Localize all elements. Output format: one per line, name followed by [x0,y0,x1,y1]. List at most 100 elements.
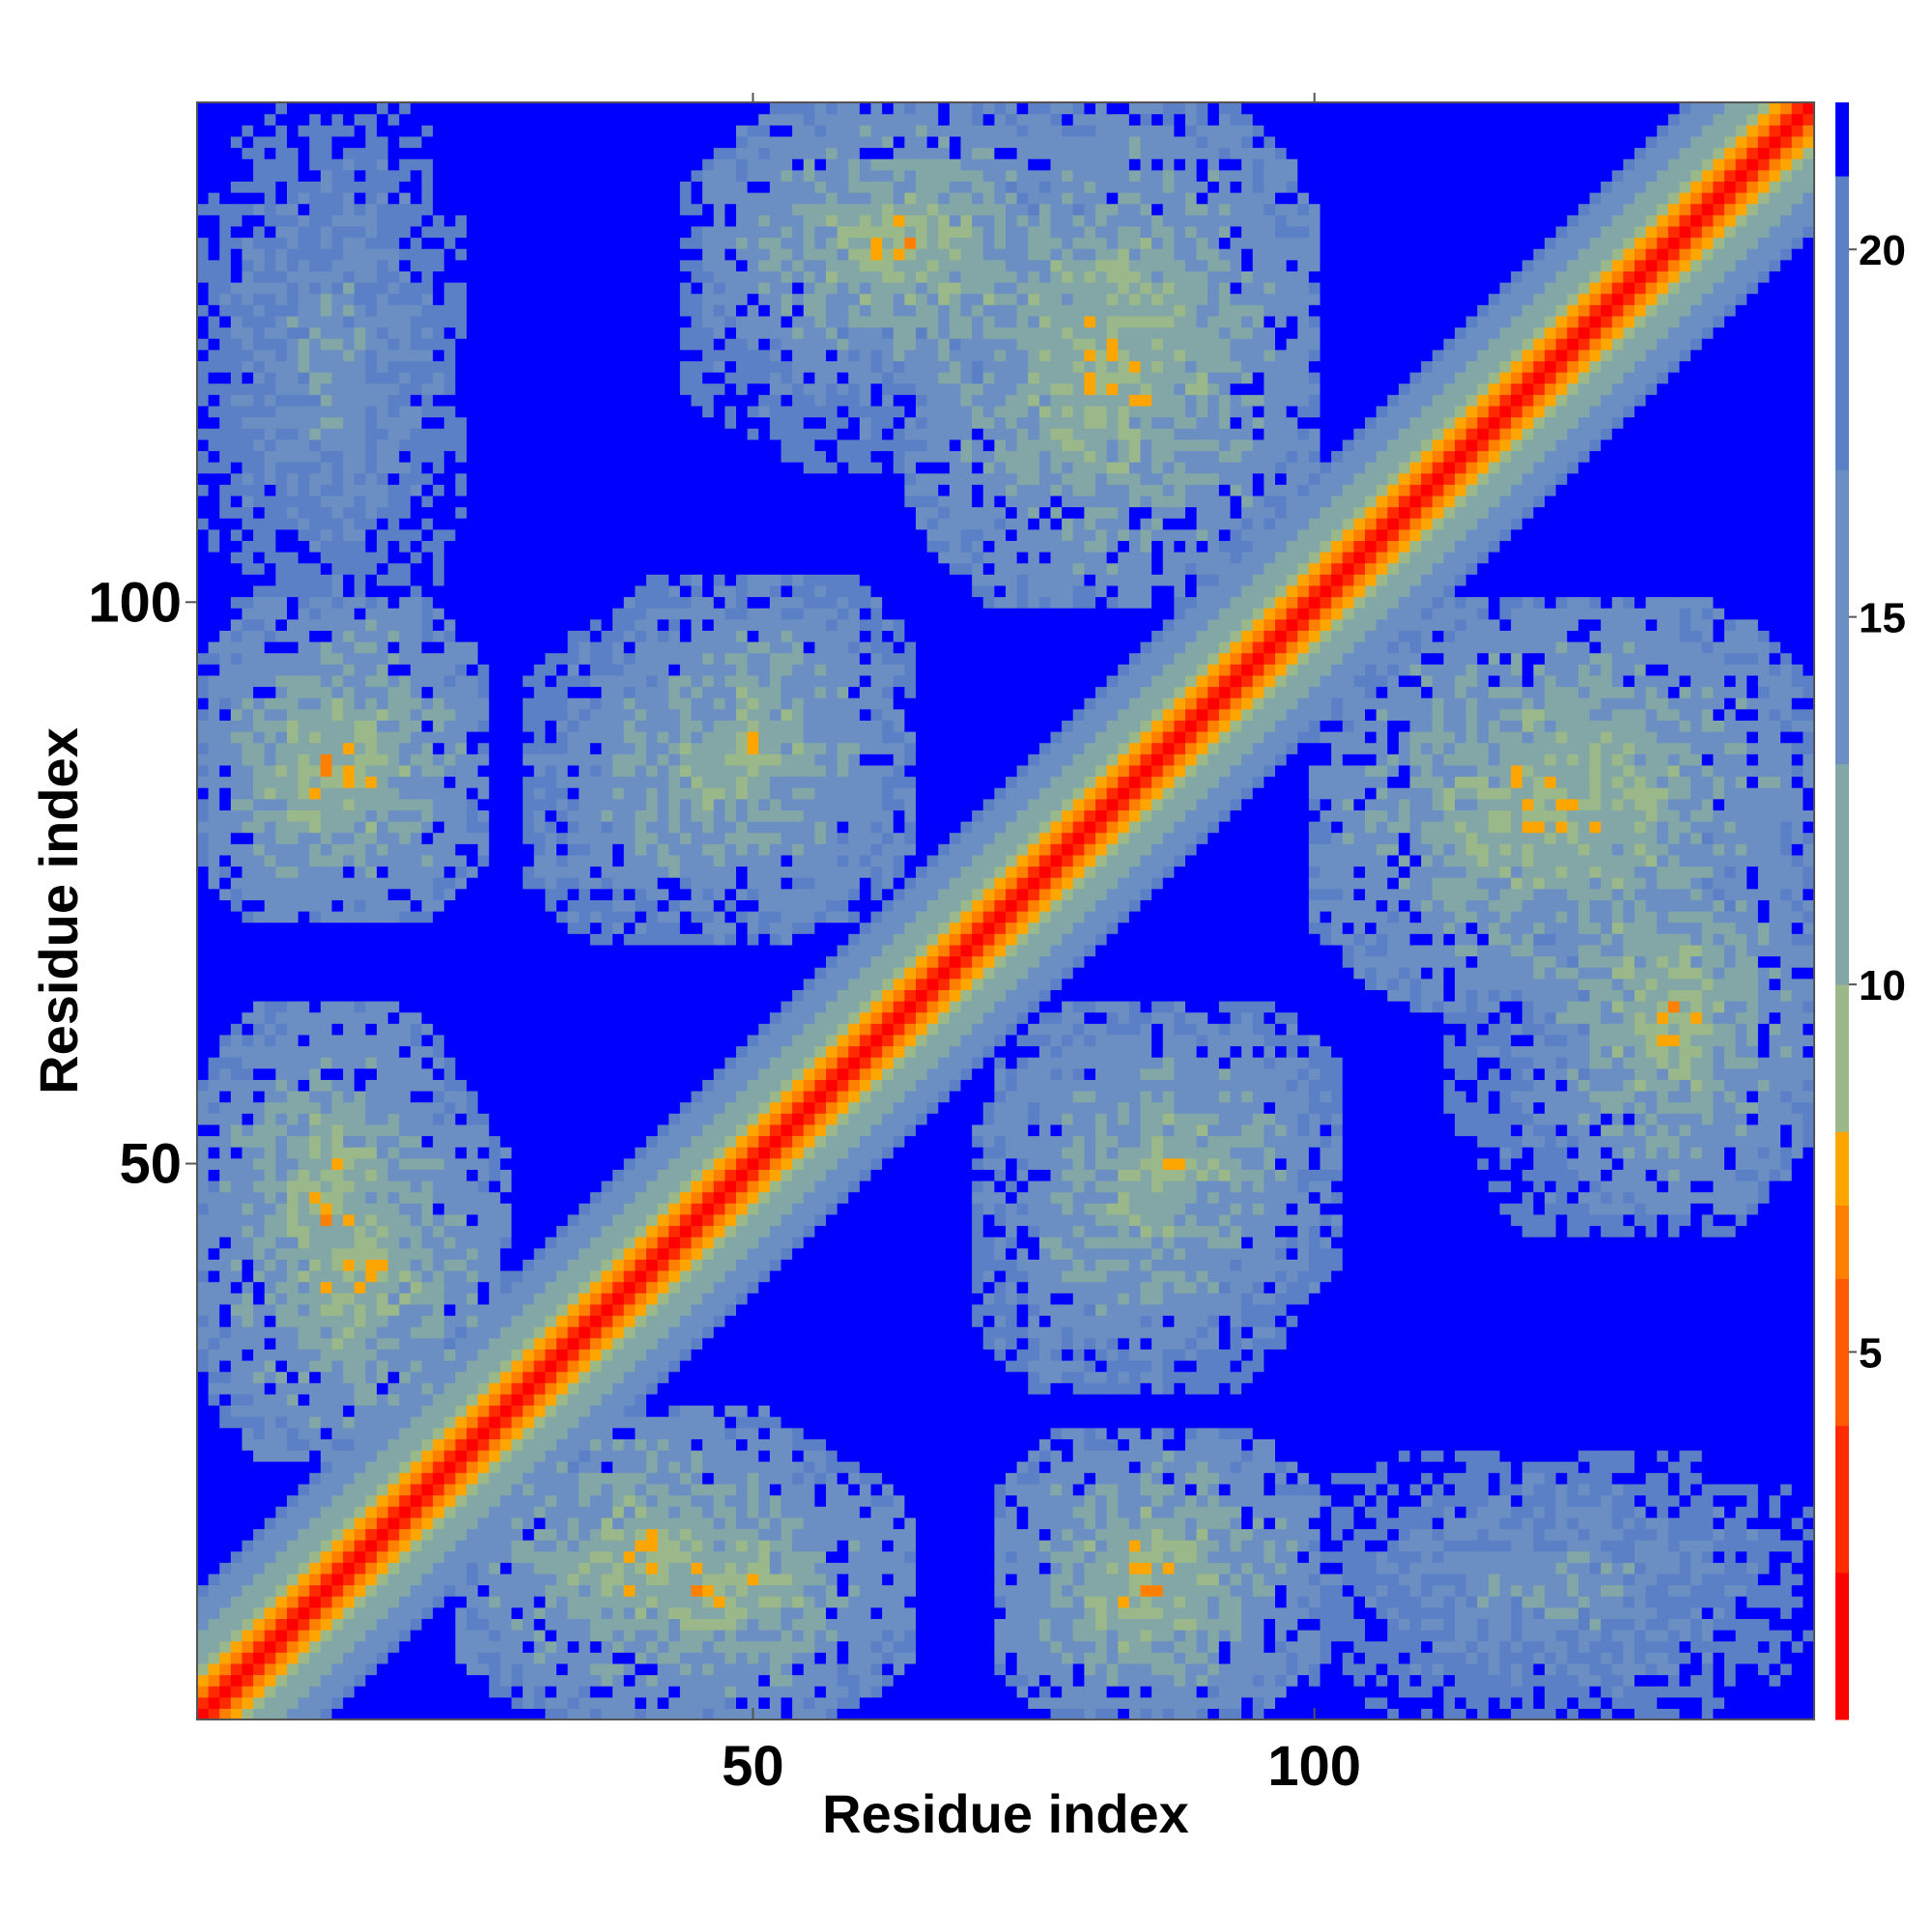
heatmap-cell [511,528,524,541]
heatmap-cell [320,540,333,553]
heatmap-cell [354,1203,366,1215]
heatmap-cell [298,1045,310,1058]
heatmap-cell [287,810,299,822]
heatmap-cell [320,798,333,810]
heatmap-cell [242,1472,254,1485]
heatmap-cell [399,1079,412,1092]
heatmap-cell [287,1461,299,1473]
heatmap-cell [331,978,344,990]
heatmap-cell [275,1584,288,1597]
heatmap-cell [410,518,423,530]
heatmap-cell [410,1517,423,1529]
heatmap-cell [523,843,535,856]
heatmap-cell [443,1157,456,1170]
heatmap-cell [365,462,378,474]
heatmap-cell [331,1247,344,1260]
heatmap-cell [410,866,423,878]
heatmap-cell [499,1438,513,1451]
heatmap-cell [219,697,232,710]
heatmap-cell [556,574,569,586]
heatmap-cell [399,866,412,878]
heatmap-cell [331,1191,344,1204]
heatmap-cell [387,720,400,732]
heatmap-cell [331,1371,344,1383]
heatmap-cell [556,1461,569,1473]
heatmap-cell [477,630,490,642]
heatmap-cell [365,1618,378,1631]
heatmap-cell [410,1113,423,1125]
heatmap-cell [545,1079,557,1092]
heatmap-cell [298,1147,310,1159]
heatmap-cell [387,169,400,182]
heatmap-cell [533,1472,546,1485]
heatmap-cell [579,888,591,900]
heatmap-cell [331,181,344,193]
heatmap-cell [455,652,468,665]
heatmap-cell [377,338,389,351]
heatmap-cell [230,416,243,429]
heatmap-cell [579,1382,591,1395]
heatmap-cell [533,1540,546,1552]
heatmap-cell [523,428,535,440]
heatmap-cell [477,1405,490,1417]
heatmap-cell [533,1416,546,1429]
heatmap-cell [455,225,468,239]
heatmap-cell [264,518,276,530]
heatmap-cell [523,1674,535,1687]
heatmap-cell [287,1573,299,1586]
heatmap-cell [275,1382,288,1395]
heatmap-cell [320,506,333,519]
heatmap-cell [298,1360,310,1373]
heatmap-cell [467,125,479,137]
heatmap-cell [421,944,434,957]
heatmap-cell [567,428,580,440]
heatmap-cell [331,1438,344,1451]
heatmap-cell [208,854,220,867]
heatmap-cell [287,203,299,215]
heatmap-cell [320,383,333,395]
heatmap-cell [511,967,524,980]
heatmap-cell [242,1091,254,1103]
heatmap-cell [533,933,546,946]
heatmap-cell [410,933,423,946]
heatmap-cell [499,562,513,575]
heatmap-cell [533,821,546,834]
heatmap-cell [433,652,445,665]
heatmap-cell [399,630,412,642]
heatmap-cell [511,1113,524,1125]
heatmap-cell [523,1606,535,1619]
heatmap-cell [354,1686,366,1698]
heatmap-cell [579,1686,591,1698]
heatmap-cell [309,1157,322,1170]
heatmap-cell [208,810,220,822]
heatmap-cell [253,203,266,215]
heatmap-cell [343,270,355,283]
heatmap-cell [421,304,434,317]
heatmap-cell [545,1123,557,1137]
heatmap-cell [523,1191,535,1204]
heatmap-cell [377,540,389,553]
heatmap-cell [579,1001,591,1013]
heatmap-cell [377,315,389,328]
heatmap-cell [298,1225,310,1237]
heatmap-cell [467,472,479,485]
heatmap-cell [331,922,344,934]
heatmap-cell [499,821,513,834]
heatmap-cell [410,360,423,373]
heatmap-cell [533,955,546,968]
heatmap-cell [387,1472,400,1485]
heatmap-cell [320,1225,333,1237]
heatmap-cell [567,1123,580,1137]
heatmap-cell [377,1349,389,1361]
heatmap-cell [410,1584,423,1597]
heatmap-cell [455,125,468,137]
heatmap-cell [253,1067,266,1080]
heatmap-cell [253,731,266,744]
heatmap-cell [579,1349,591,1361]
heatmap-cell [331,113,344,126]
heatmap-cell [309,102,322,115]
heatmap-cell [533,203,546,215]
heatmap-cell [545,1686,557,1698]
heatmap-cell [421,1147,434,1159]
heatmap-cell [467,1270,479,1283]
